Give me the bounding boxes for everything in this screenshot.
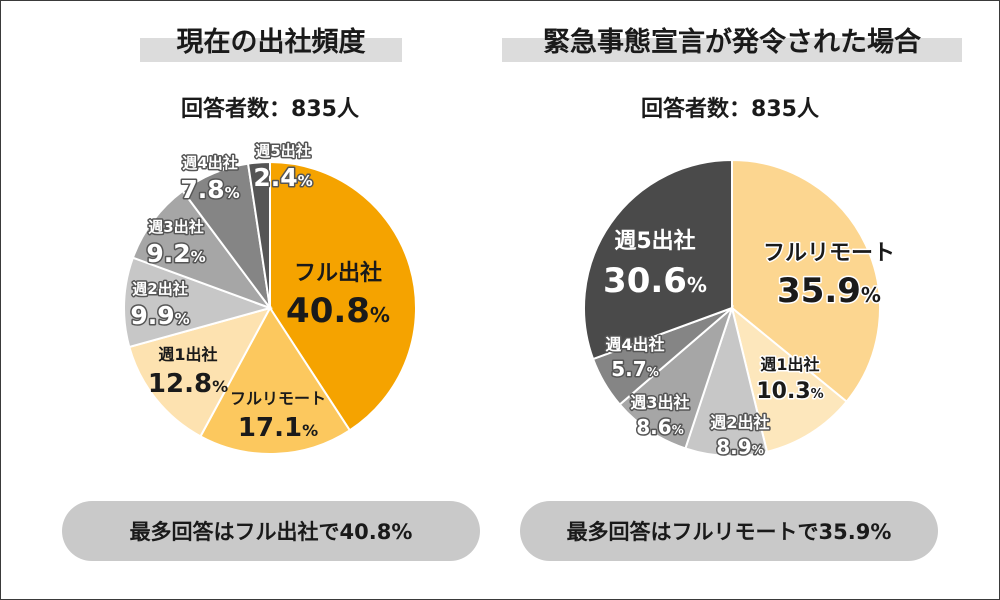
respondent-count: 回答者数：835人 [641, 97, 819, 122]
slice-label: フルリモート [230, 389, 326, 408]
chart-panel-current: 現在の出社頻度 回答者数：835人 フル出社 40.8% フルリモート 17.1% 週1… [62, 27, 480, 561]
pie-slice-6 [246, 160, 271, 309]
pie-slice-5 [583, 158, 733, 361]
chart-title: 緊急事態宣言が発令された場合 [543, 27, 921, 58]
slice-label: 週2出社 [710, 413, 769, 432]
summary-pill: 最多回答はフル出社で40.8% [62, 501, 480, 561]
slice-value: 35.9% [777, 271, 881, 311]
slice-value: 30.6% [603, 261, 707, 301]
pie-chart-current: フル出社40.8%フルリモート17.1%週1出社12.8%週2出社9.9%週3出… [123, 141, 417, 455]
slice-label: 週1出社 [760, 355, 819, 374]
chart-panel-emergency: 緊急事態宣言が発令された場合 回答者数：835人 フルリモート 35.9% 週1出社… [500, 0, 1000, 600]
slice-value: 40.8% [286, 291, 390, 331]
slice-label: 週1出社 [158, 345, 217, 364]
slice-label: 週5出社 [614, 228, 695, 254]
slice-label: 週5出社 [255, 142, 310, 160]
pie-slice-2 [128, 306, 272, 438]
slice-label: フルリモート [763, 241, 895, 266]
slice-value: 9.9% [130, 301, 189, 330]
pie-slice-4 [131, 189, 273, 311]
respondent-count: 回答者数：835人 [181, 97, 359, 122]
slice-value: 9.2% [146, 239, 205, 268]
slice-label: 週2出社 [132, 280, 187, 298]
title-band [140, 38, 402, 62]
pie-chart-emergency: フルリモート35.9%週1出社10.3%週2出社8.9%週3出社8.6%週4出社… [583, 158, 897, 461]
slice-label: 週4出社 [182, 154, 237, 172]
slice-label: 週3出社 [148, 218, 203, 236]
slice-value: 10.3% [756, 379, 823, 404]
pie-slice-1 [730, 305, 849, 454]
title-band [502, 38, 962, 62]
slice-label: フル出社 [294, 260, 382, 286]
pie-slice-1 [199, 306, 352, 455]
slice-label: 週3出社 [630, 393, 689, 412]
pie-slice-0 [731, 158, 882, 404]
pie-slice-3 [123, 256, 274, 349]
slice-label: 週4出社 [605, 335, 664, 354]
summary-pill: 最多回答はフルリモートで35.9% [520, 501, 938, 561]
pie-slice-2 [684, 304, 769, 457]
chart-title: 現在の出社頻度 [176, 27, 366, 58]
